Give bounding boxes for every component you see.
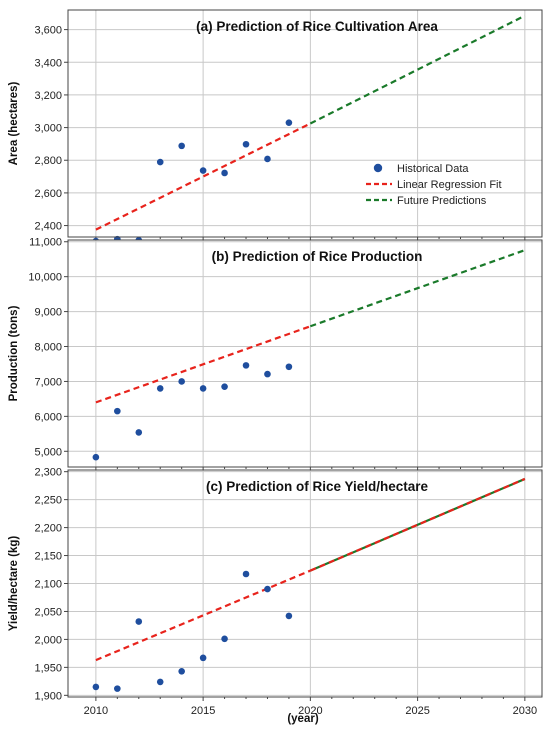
panel-b-ytick-label: 5,000 — [34, 446, 62, 458]
panel-b-data-point — [285, 363, 293, 371]
panel-b-ytick-label: 9,000 — [34, 307, 62, 319]
panel-b-ytick-label: 7,000 — [34, 376, 62, 388]
panel-b-title: (b) Prediction of Rice Production — [212, 249, 423, 264]
panel-a-ytick-label: 3,600 — [34, 25, 62, 37]
panel-c-ytick-label: 2,200 — [34, 523, 62, 535]
panel-a-data-point — [285, 119, 293, 126]
panel-c-frame — [67, 469, 543, 698]
panel-c-ytick-label: 2,150 — [34, 551, 62, 563]
panel-c-data-point — [114, 685, 121, 692]
panel-c-data-point — [92, 683, 100, 691]
x-axis-label: (year) — [287, 713, 318, 725]
panel-a-data-point — [221, 169, 228, 177]
panel-c-xtick-label: 2030 — [513, 705, 537, 717]
panel-c-ytick-label: 1,900 — [34, 690, 62, 702]
panel-b-data-point — [114, 407, 121, 415]
panel-a-data-point — [156, 158, 164, 166]
panel-b-ytick-label: 10,000 — [28, 272, 62, 284]
panel-a-ytick-label: 2,600 — [34, 188, 62, 200]
panel-b-regression-line — [95, 325, 311, 404]
panel-a-data-point — [242, 140, 250, 148]
panel-c-data-point — [285, 612, 293, 620]
panel-b-data-point — [92, 453, 100, 461]
panel-c-ytick-label: 2,000 — [34, 634, 62, 646]
panel-b-data-point — [135, 429, 143, 436]
panel-c-ytick-label: 2,100 — [34, 579, 62, 591]
panel-a-ytick-label: 3,400 — [34, 57, 62, 69]
legend-label: Linear Regression Fit — [397, 179, 502, 191]
panel-c-data-point — [264, 585, 271, 593]
panel-b-ytick-label: 8,000 — [34, 342, 62, 354]
panel-a-ytick-label: 2,400 — [34, 221, 62, 233]
panel-c-ytick-label: 1,950 — [34, 662, 62, 674]
panel-c-ylabel: Yield/hectare (kg) — [8, 536, 20, 632]
panel-b-data-point — [178, 378, 185, 385]
panel-a-prediction-line — [309, 14, 526, 125]
panel-a-data-point — [264, 155, 271, 163]
panel-c-ytick-label: 2,300 — [34, 467, 62, 479]
panel-b-data-point — [242, 362, 250, 369]
panel-a-ytick-label: 3,200 — [34, 90, 62, 102]
panel-c-regression-line — [95, 569, 311, 662]
legend-label: Historical Data — [397, 163, 469, 175]
panel-c-xtick-label: 2020 — [298, 705, 322, 717]
panel-c-xtick-label: 2015 — [191, 705, 215, 717]
panel-c-xtick-label: 2010 — [84, 705, 108, 717]
panel-a-title: (a) Prediction of Rice Cultivation Area — [196, 19, 438, 34]
panel-b-ytick-label: 6,000 — [34, 411, 62, 423]
panel-a-ytick-label: 3,000 — [34, 123, 62, 135]
panel-a-data-point — [178, 142, 185, 150]
panel-b-ylabel: Production (tons) — [8, 305, 20, 401]
panel-c-ytick-label: 2,250 — [34, 495, 62, 507]
panel-a-frame — [67, 9, 543, 238]
panel-a-ylabel: Area (hectares) — [8, 81, 20, 165]
panel-c-data-point — [199, 654, 207, 662]
panel-b-plot-area — [68, 240, 542, 467]
panel-c-data-point — [178, 667, 185, 675]
panel-c-ytick-label: 2,050 — [34, 606, 62, 618]
panel-b-data-point — [264, 370, 271, 378]
panel-b-prediction-line — [309, 249, 526, 328]
panel-a-data-point — [199, 167, 207, 174]
panel-b-data-point — [199, 385, 207, 392]
panel-c-title: (c) Prediction of Rice Yield/hectare — [206, 479, 429, 494]
panel-b-ytick-label: 11,000 — [29, 237, 62, 249]
panel-b-data-point — [156, 385, 164, 392]
panel-c-data-point — [156, 678, 164, 686]
legend-marker-point — [373, 163, 383, 173]
panel-b-data-point — [221, 383, 228, 390]
panel-c-xtick-label: 2025 — [405, 705, 429, 717]
panel-c-prediction-line-overlay — [309, 477, 526, 572]
panel-c-data-point — [135, 618, 143, 625]
panel-c-data-point — [242, 570, 250, 578]
panel-b-frame — [67, 239, 543, 468]
panel-a-ytick-label: 2,800 — [34, 155, 62, 167]
legend-label: Future Predictions — [397, 195, 487, 207]
panel-c-data-point — [221, 635, 228, 643]
